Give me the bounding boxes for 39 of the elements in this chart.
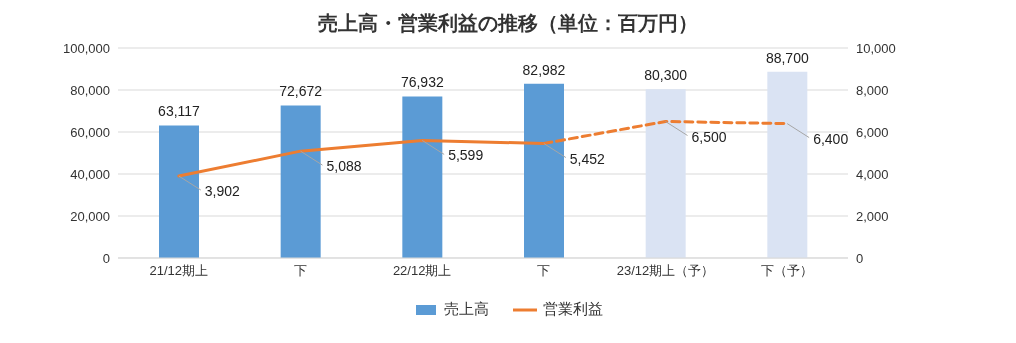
- bar: [402, 96, 443, 258]
- data-label: 76,932: [400, 74, 444, 91]
- x-tick-label: 下（予）: [761, 263, 814, 279]
- y-tick-label: 0: [102, 250, 110, 266]
- y-tick-label: 80,000: [70, 82, 110, 98]
- data-label: 82,982: [522, 61, 566, 78]
- bar: [645, 89, 686, 258]
- y2-tick-label: 4,000: [856, 166, 889, 182]
- x-tick-label: 22/12期上: [392, 263, 452, 279]
- x-tick-label: 下: [294, 263, 307, 279]
- y2-tick-label: 10,000: [856, 40, 896, 56]
- bar: [767, 71, 808, 258]
- data-label: 6,500: [691, 128, 727, 145]
- y2-tick-label: 8,000: [856, 82, 889, 98]
- bar: [524, 83, 564, 258]
- bar: [159, 125, 199, 258]
- y2-tick-label: 2,000: [856, 208, 889, 224]
- y-tick-label: 20,000: [70, 208, 110, 224]
- y-tick-label: 40,000: [70, 166, 110, 182]
- data-label: 5,452: [569, 150, 606, 167]
- x-tick-label: 下: [537, 263, 551, 279]
- data-label: 63,117: [158, 103, 201, 120]
- data-label: 88,700: [765, 49, 809, 66]
- x-tick-label: 21/12期上: [149, 263, 209, 279]
- x-tick-label: 23/12期上（予）: [616, 263, 715, 279]
- legend-label: 売上高: [443, 300, 489, 319]
- bar: [280, 105, 321, 258]
- y2-tick-label: 6,000: [856, 124, 889, 140]
- data-label: 6,400: [813, 130, 849, 147]
- y2-tick-label: 0: [856, 250, 864, 266]
- data-label: 80,300: [644, 67, 688, 84]
- y-tick-label: 60,000: [70, 124, 110, 140]
- y-tick-label: 100,000: [63, 40, 110, 56]
- data-label: 3,902: [204, 183, 241, 200]
- data-label: 5,599: [448, 147, 484, 164]
- data-label: 72,672: [279, 83, 323, 100]
- data-label: 5,088: [326, 158, 362, 175]
- chart-title: 売上高・営業利益の推移（単位：百万円）: [317, 11, 699, 36]
- legend-label: 営業利益: [542, 300, 603, 319]
